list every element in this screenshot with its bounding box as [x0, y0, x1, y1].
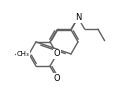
Text: CH₃: CH₃: [17, 51, 30, 57]
Text: N: N: [75, 13, 81, 22]
Text: O: O: [54, 49, 60, 58]
Text: O: O: [54, 74, 60, 83]
